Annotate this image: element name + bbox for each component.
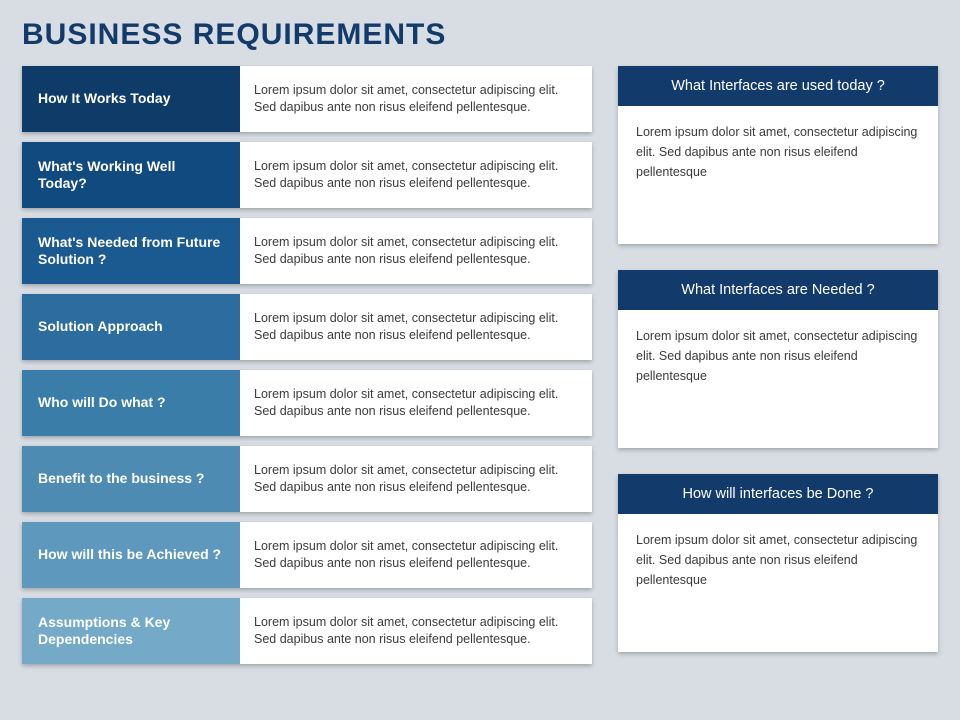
requirement-label: Assumptions & Key Dependencies: [22, 598, 240, 664]
requirement-row: How will this be Achieved ? Lorem ipsum …: [22, 522, 592, 588]
interface-panel-header: How will interfaces be Done ?: [618, 474, 938, 514]
interface-panel: How will interfaces be Done ? Lorem ipsu…: [618, 474, 938, 652]
requirement-desc: Lorem ipsum dolor sit amet, consectetur …: [240, 446, 592, 512]
interfaces-column: What Interfaces are used today ? Lorem i…: [618, 66, 938, 652]
requirement-label: Solution Approach: [22, 294, 240, 360]
requirement-label: Benefit to the business ?: [22, 446, 240, 512]
interface-panel-body: Lorem ipsum dolor sit amet, consectetur …: [618, 106, 938, 244]
interface-panel-header: What Interfaces are used today ?: [618, 66, 938, 106]
requirement-label: How will this be Achieved ?: [22, 522, 240, 588]
requirement-label: What's Working Well Today?: [22, 142, 240, 208]
requirement-desc: Lorem ipsum dolor sit amet, consectetur …: [240, 598, 592, 664]
requirement-row: Assumptions & Key Dependencies Lorem ips…: [22, 598, 592, 664]
requirement-row: How It Works Today Lorem ipsum dolor sit…: [22, 66, 592, 132]
requirement-desc: Lorem ipsum dolor sit amet, consectetur …: [240, 522, 592, 588]
interface-panel: What Interfaces are Needed ? Lorem ipsum…: [618, 270, 938, 448]
interface-panel: What Interfaces are used today ? Lorem i…: [618, 66, 938, 244]
requirement-desc: Lorem ipsum dolor sit amet, consectetur …: [240, 294, 592, 360]
requirement-label: What's Needed from Future Solution ?: [22, 218, 240, 284]
interface-panel-body: Lorem ipsum dolor sit amet, consectetur …: [618, 310, 938, 448]
requirement-desc: Lorem ipsum dolor sit amet, consectetur …: [240, 142, 592, 208]
interface-panel-body: Lorem ipsum dolor sit amet, consectetur …: [618, 514, 938, 652]
requirement-row: Solution Approach Lorem ipsum dolor sit …: [22, 294, 592, 360]
requirement-row: Who will Do what ? Lorem ipsum dolor sit…: [22, 370, 592, 436]
requirement-label: Who will Do what ?: [22, 370, 240, 436]
content-layout: How It Works Today Lorem ipsum dolor sit…: [22, 66, 938, 674]
requirement-row: What's Working Well Today? Lorem ipsum d…: [22, 142, 592, 208]
requirements-list: How It Works Today Lorem ipsum dolor sit…: [22, 66, 592, 674]
requirement-row: Benefit to the business ? Lorem ipsum do…: [22, 446, 592, 512]
page-title: BUSINESS REQUIREMENTS: [22, 18, 938, 52]
requirement-desc: Lorem ipsum dolor sit amet, consectetur …: [240, 218, 592, 284]
requirement-desc: Lorem ipsum dolor sit amet, consectetur …: [240, 370, 592, 436]
interface-panel-header: What Interfaces are Needed ?: [618, 270, 938, 310]
requirement-row: What's Needed from Future Solution ? Lor…: [22, 218, 592, 284]
requirement-desc: Lorem ipsum dolor sit amet, consectetur …: [240, 66, 592, 132]
requirement-label: How It Works Today: [22, 66, 240, 132]
